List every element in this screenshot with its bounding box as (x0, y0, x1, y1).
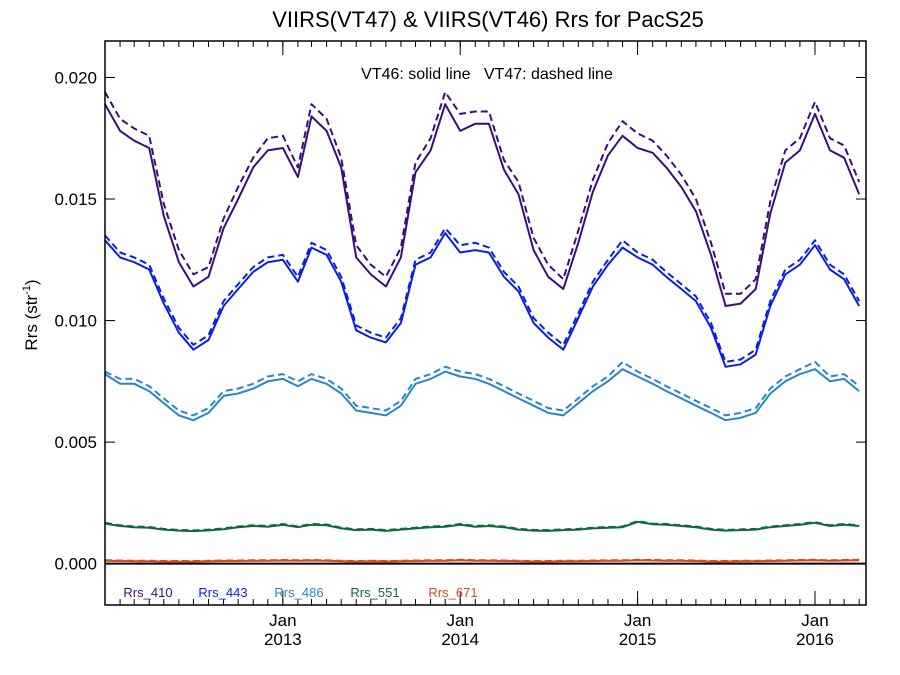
y-axis-label: Rrs (str-1) (21, 279, 41, 350)
y-tick-label: 0.015 (54, 190, 97, 209)
series-line-rrs-443-dashed (104, 227, 861, 363)
y-tick-label: 0.010 (54, 312, 97, 331)
x-tick-year: 2016 (796, 630, 834, 649)
line-style-note: VT46: solid line VT47: dashed line (361, 66, 613, 83)
y-axis-label-main: Rrs (str (22, 295, 41, 351)
y-axis-label-close: ) (22, 279, 41, 285)
x-tick-year: 2015 (619, 630, 657, 649)
chart-title: VIIRS(VT47) & VIIRS(VT46) Rrs for PacS25 (272, 7, 704, 32)
x-tick-month: Jan (269, 611, 296, 630)
legend-entry: Rrs_410 (123, 585, 172, 600)
x-tick-year: 2013 (264, 630, 302, 649)
y-tick-label: 0.000 (54, 555, 97, 574)
x-tick-month: Jan (624, 611, 651, 630)
legend-entry: Rrs_486 (274, 585, 323, 600)
series-line-rrs-410-solid (104, 103, 861, 307)
legend-entry: Rrs_443 (198, 585, 247, 600)
series-line-rrs-410-dashed (104, 91, 861, 295)
y-tick-label: 0.005 (54, 433, 97, 452)
y-axis-label-superscript: -1 (21, 285, 33, 295)
series-line-rrs-671-dashed (104, 558, 860, 562)
plot-area: 0.0000.0050.0100.0150.020Jan2013Jan2014J… (54, 40, 867, 649)
series-line-rrs-486-solid (104, 368, 860, 422)
series-line-rrs-443-solid (104, 232, 861, 368)
x-tick-month: Jan (801, 611, 828, 630)
series-line-rrs-486-dashed (104, 360, 860, 417)
x-tick-year: 2014 (441, 630, 479, 649)
y-tick-label: 0.020 (54, 68, 97, 87)
series-line-rrs-551-dashed (104, 520, 860, 532)
legend-entry: Rrs_551 (350, 585, 399, 600)
legend-entry: Rrs_671 (428, 585, 477, 600)
x-tick-month: Jan (447, 611, 474, 630)
plot-frame (104, 40, 867, 606)
